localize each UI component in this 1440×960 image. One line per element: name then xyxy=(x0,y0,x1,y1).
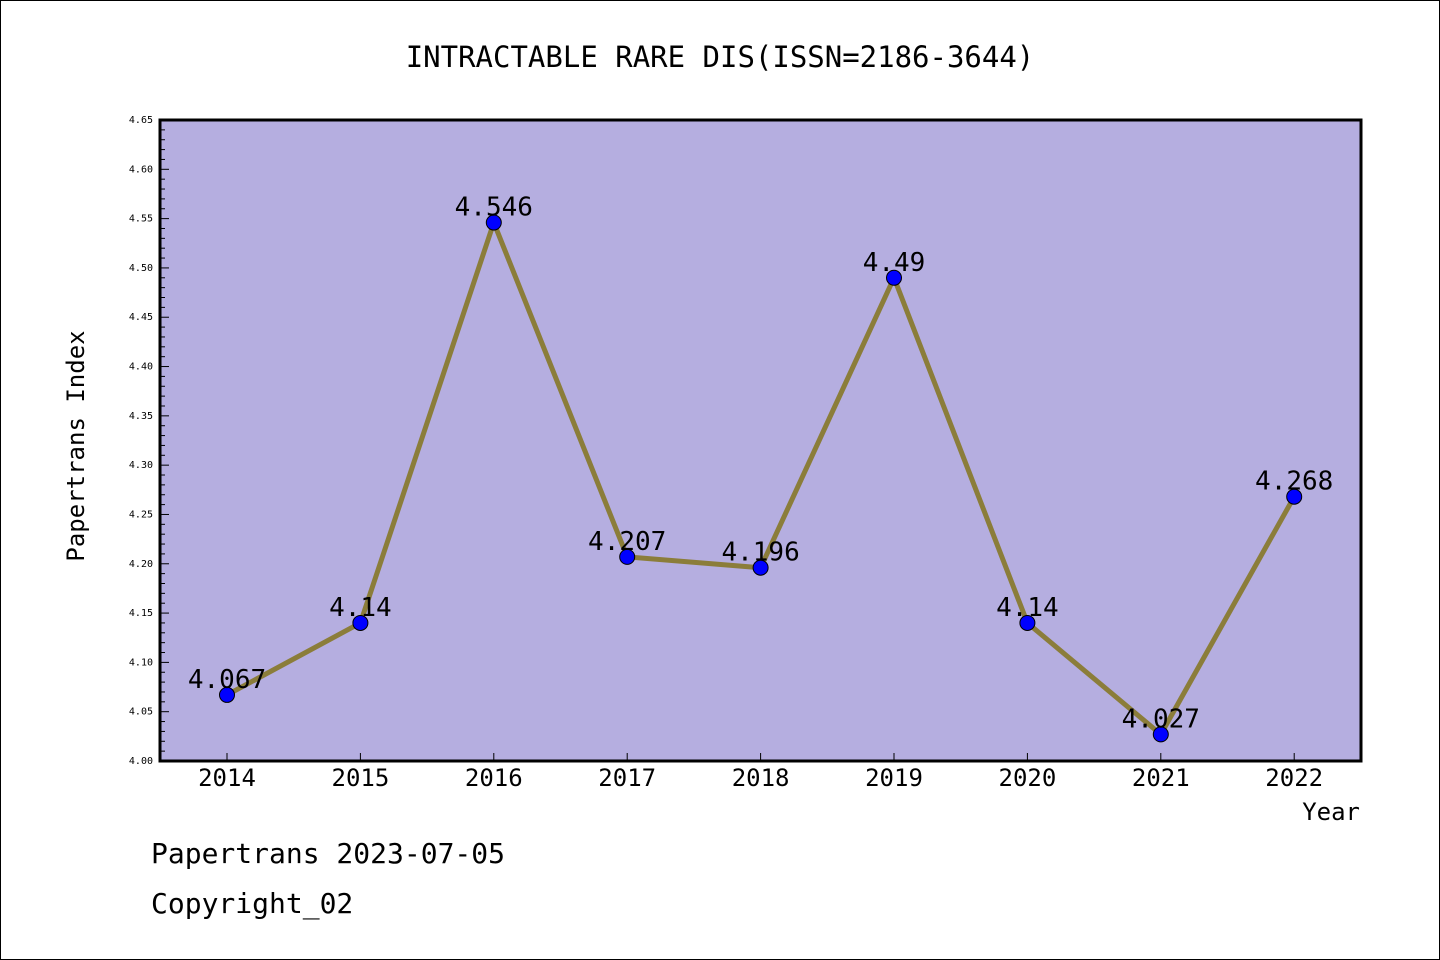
y-tick-label: 4.05 xyxy=(129,707,153,718)
y-tick-label: 4.15 xyxy=(129,608,153,619)
data-point xyxy=(752,559,769,576)
chart-title: INTRACTABLE RARE DIS(ISSN=2186-3644) xyxy=(406,40,1035,74)
y-tick-label: 4.20 xyxy=(129,559,153,570)
x-tick-label: 2021 xyxy=(1132,764,1190,792)
x-tick-label: 2015 xyxy=(332,764,390,792)
x-tick-label: 2014 xyxy=(198,764,256,792)
x-axis-label: Year xyxy=(1302,798,1360,826)
data-point xyxy=(1019,614,1036,631)
x-axis-ticks: 2014 2015 2016 2017 2018 2019 2020 2021 2022 xyxy=(198,753,1323,792)
y-tick-label: 4.10 xyxy=(129,657,153,668)
x-tick-label: 2020 xyxy=(999,764,1057,792)
data-label: 4.196 xyxy=(721,538,799,568)
plot-area xyxy=(158,118,1363,763)
data-label: 4.268 xyxy=(1255,467,1333,497)
x-tick-label: 2018 xyxy=(732,764,790,792)
data-point xyxy=(1286,488,1303,505)
y-tick-label: 4.00 xyxy=(129,756,153,767)
data-point xyxy=(219,686,235,703)
data-label: 4.027 xyxy=(1122,704,1200,734)
x-tick-label: 2019 xyxy=(865,764,923,792)
series-layer: 4.067 4.14 4.546 4.207 4.196 4.49 4.14 4.027 4.2… xyxy=(188,193,1333,743)
data-label: 4.546 xyxy=(455,193,533,223)
data-point xyxy=(485,214,502,231)
footer-date: Papertrans 2023-07-05 xyxy=(151,837,506,870)
y-tick-label: 4.60 xyxy=(129,164,153,175)
y-tick-label: 4.25 xyxy=(129,509,153,520)
data-point xyxy=(352,614,369,631)
data-label: 4.207 xyxy=(588,527,666,557)
y-tick-label: 4.55 xyxy=(129,214,153,225)
y-tick-label: 4.40 xyxy=(129,362,153,373)
x-tick-label: 2017 xyxy=(598,764,656,792)
data-point xyxy=(886,269,902,286)
y-axis-label: Papertrans Index xyxy=(62,330,90,561)
x-tick-label: 2022 xyxy=(1265,764,1323,792)
footer-copyright: Copyright_02 xyxy=(151,887,354,920)
y-tick-label: 4.50 xyxy=(129,263,153,274)
data-point xyxy=(1152,726,1169,743)
data-label: 4.14 xyxy=(329,593,392,623)
y-tick-label: 4.35 xyxy=(129,411,153,422)
data-label: 4.49 xyxy=(863,248,926,278)
data-label: 4.067 xyxy=(188,665,266,695)
data-label: 4.14 xyxy=(996,593,1059,623)
x-tick-label: 2016 xyxy=(465,764,523,792)
y-tick-label: 4.30 xyxy=(129,460,153,471)
y-tick-label: 4.45 xyxy=(129,312,153,323)
y-axis-ticks: 4.00 4.05 4.10 4.15 4.20 4.25 4.30 4.35 4.40 4.45… xyxy=(129,115,169,767)
data-point xyxy=(619,548,636,565)
y-tick-label: 4.65 xyxy=(129,115,153,126)
